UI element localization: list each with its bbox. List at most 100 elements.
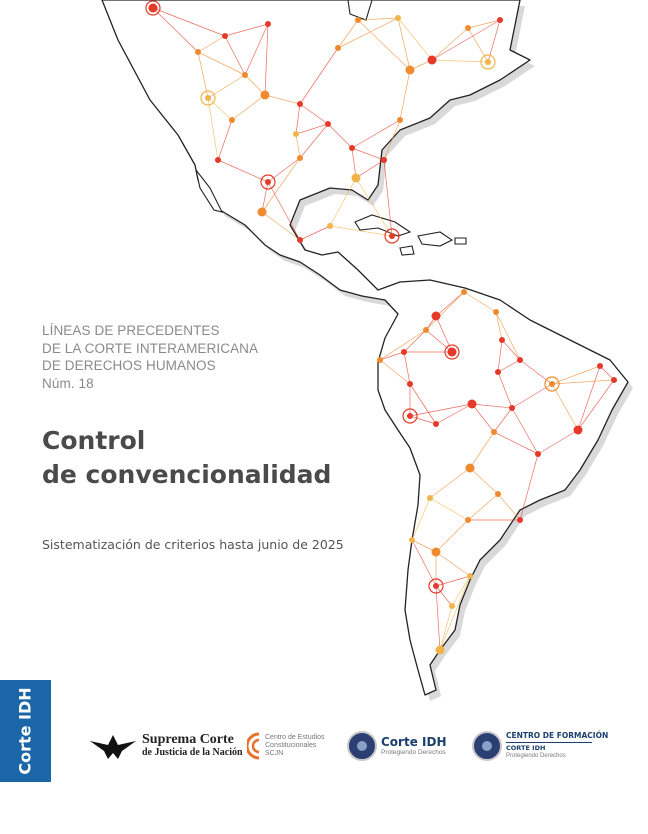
network-node [407,381,413,387]
network-node [297,155,303,161]
network-link [329,177,357,227]
network-node [265,21,271,27]
network-link [244,74,266,96]
network-link [431,19,501,61]
network-link [409,403,473,417]
title-line-1: Control [42,426,146,455]
network-node [407,413,413,419]
network-node [517,357,523,363]
network-link [379,359,411,385]
network-node [381,157,387,163]
series-line-1: LÍNEAS DE PRECEDENTES [42,323,220,338]
network-node [495,491,501,497]
network-link [411,497,431,541]
network-link [207,97,219,161]
network-node [485,59,491,65]
network-link [295,103,301,135]
network-node [409,537,415,543]
network-link [439,605,453,651]
network-link [224,23,269,37]
network-link [409,383,437,425]
network-node [397,117,403,123]
network-node [461,289,467,295]
side-tab-label: Corte IDH [15,687,35,775]
network-node [447,347,457,357]
network-link [197,51,246,76]
network-node [427,495,433,501]
network-link [497,339,503,373]
scjn-name-line-2: de Justicia de la Nación [142,747,243,758]
network-link [264,23,269,96]
network-link [264,94,301,105]
network-link [397,17,411,71]
network-link [383,119,401,161]
network-link [355,159,385,179]
network-link [467,19,501,29]
network-link [403,329,427,353]
series-heading: LÍNEAS DE PRECEDENTES DE LA CORTE INTERA… [42,322,258,392]
network-node [499,337,505,343]
network-link [399,69,411,121]
network-link [299,47,339,105]
network-node [509,405,515,411]
network-node [349,145,355,151]
network-node-halo [260,174,276,190]
network-node [325,121,331,127]
network-node [427,55,437,65]
network-link [267,181,301,241]
network-link [497,493,521,521]
network-link [537,429,579,455]
network-node [491,429,497,435]
network-link [495,311,521,361]
network-node-halo [402,408,418,424]
network-link [261,157,301,213]
network-link [351,147,385,161]
network-node [449,603,455,609]
network-link [469,467,499,495]
corte-idh-name: Corte IDH [381,734,447,749]
network-link [435,585,453,607]
network-node [335,45,341,51]
network-node-halo [384,228,400,244]
scjn-name-line-1: Suprema Corte [142,732,234,747]
network-node [297,101,303,107]
network-link [471,403,495,433]
network-node-halo [444,344,460,360]
network-link [152,7,226,37]
network-link [197,51,209,99]
network-link [501,339,521,361]
network-link [577,365,601,431]
cf-divider [506,742,592,743]
network-node [433,583,439,589]
network-node [297,237,303,243]
network-node [405,65,415,75]
subtitle: Sistematización de criterios hasta junio… [42,537,344,552]
network-node [242,72,248,78]
network-link [261,181,269,213]
network-node-halo [544,376,560,392]
network-link [383,159,393,237]
network-link [197,35,226,53]
network-link [435,575,471,587]
network-node [260,90,270,100]
network-link [551,365,601,385]
network-link [351,119,401,149]
network-link [397,17,433,61]
network-link [551,379,615,385]
network-link [409,415,437,425]
corte-idh-motto: Protegiendo Derechos [381,748,446,756]
network-link [244,23,269,76]
network-link [497,371,513,409]
network-node [215,157,221,163]
network-node [431,547,441,557]
network-link [217,119,233,161]
network-link [431,59,489,63]
cf-motto: Protegiendo Derechos [506,753,566,759]
network-node [205,95,211,101]
network-link [425,329,453,353]
network-link [435,519,469,553]
network-node [195,49,201,55]
network-node [423,327,429,333]
cf-title: CENTRO DE FORMACIÓN [506,731,609,740]
